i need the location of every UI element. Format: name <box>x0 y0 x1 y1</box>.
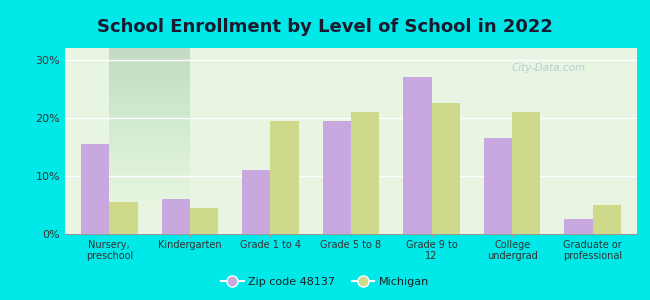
Legend: Zip code 48137, Michigan: Zip code 48137, Michigan <box>217 273 433 291</box>
Bar <box>190 208 218 234</box>
Bar <box>484 138 512 234</box>
Bar <box>242 170 270 234</box>
Bar <box>270 121 298 234</box>
Text: School Enrollment by Level of School in 2022: School Enrollment by Level of School in … <box>97 18 553 36</box>
Bar <box>109 202 138 234</box>
Bar <box>323 121 351 234</box>
Bar <box>404 77 432 234</box>
Bar <box>432 103 460 234</box>
Bar <box>512 112 540 234</box>
Bar <box>81 144 109 234</box>
Bar <box>564 220 593 234</box>
Text: City-Data.com: City-Data.com <box>511 63 585 73</box>
Bar <box>351 112 379 234</box>
Bar <box>162 199 190 234</box>
Bar <box>593 205 621 234</box>
